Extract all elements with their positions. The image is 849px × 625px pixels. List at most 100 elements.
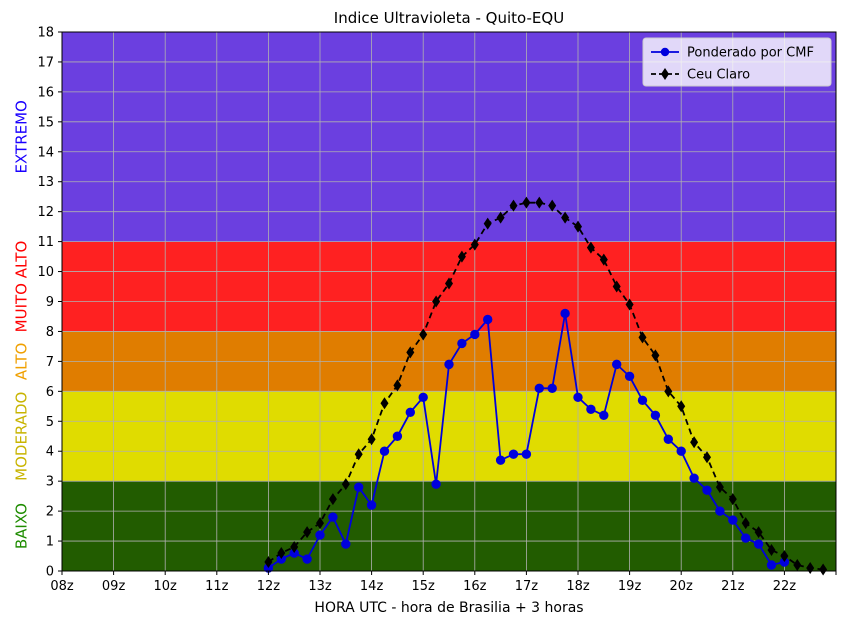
data-point	[638, 331, 647, 344]
data-point	[689, 473, 699, 483]
data-point	[354, 482, 364, 492]
data-point	[612, 359, 622, 370]
y-tick-label: 2	[46, 505, 54, 520]
x-tick-label: 17z	[515, 579, 539, 594]
y-tick-label: 18	[37, 26, 54, 41]
data-point	[560, 308, 570, 319]
data-point	[767, 544, 776, 557]
x-tick-label: 08z	[50, 579, 74, 594]
data-point	[431, 479, 441, 489]
data-point	[548, 199, 557, 212]
legend-label: Ceu Claro	[687, 68, 750, 83]
data-point	[405, 407, 415, 417]
data-point	[393, 379, 402, 392]
data-point	[650, 410, 661, 420]
legend-box	[642, 37, 832, 87]
data-point	[483, 314, 493, 325]
data-point	[676, 446, 686, 456]
y-tick-label: 4	[46, 445, 54, 460]
y-tick-label: 1	[46, 535, 54, 550]
data-point	[651, 349, 660, 362]
data-point	[366, 500, 377, 510]
data-point	[315, 530, 325, 540]
band-label: ALTO	[13, 343, 31, 381]
data-point	[418, 392, 428, 403]
data-point	[819, 563, 828, 576]
data-point	[522, 196, 531, 209]
data-point	[741, 517, 750, 530]
y-tick-label: 5	[46, 415, 54, 430]
data-point	[277, 547, 286, 560]
y-tick-label: 13	[37, 175, 54, 190]
x-tick-label: 19z	[618, 579, 642, 594]
data-point	[637, 395, 648, 406]
band-label: MUITO ALTO	[13, 241, 31, 333]
y-tick-label: 10	[37, 265, 54, 280]
x-tick-label: 12z	[257, 579, 281, 594]
data-point	[703, 451, 711, 464]
data-point	[457, 250, 466, 263]
band-label: BAIXO	[13, 503, 31, 549]
data-point	[663, 434, 673, 444]
x-tick-label: 16z	[463, 579, 487, 594]
data-point	[328, 512, 338, 522]
data-point	[534, 383, 544, 394]
uv-bands	[62, 32, 836, 571]
data-point	[728, 493, 737, 506]
data-point	[264, 556, 273, 569]
y-tick-label: 6	[46, 385, 54, 400]
x-tick-label: 15z	[412, 579, 436, 594]
x-tick-label: 18z	[566, 579, 590, 594]
data-point	[690, 436, 699, 449]
legend-marker	[660, 47, 670, 57]
y-tick-label: 9	[46, 295, 54, 310]
y-tick-label: 8	[46, 325, 54, 340]
data-point	[793, 559, 802, 572]
y-tick-label: 11	[37, 235, 54, 250]
data-point	[509, 199, 518, 212]
x-tick-label: 21z	[721, 579, 745, 594]
data-point	[495, 455, 506, 465]
band-baixo	[62, 481, 836, 571]
x-tick-label: 10z	[154, 579, 178, 594]
y-tick-label: 7	[46, 355, 54, 370]
data-point	[754, 526, 763, 539]
grid-lines	[61, 31, 837, 572]
data-point	[521, 449, 532, 459]
y-tick-label: 0	[46, 565, 54, 580]
data-point	[341, 478, 350, 491]
data-point	[677, 400, 686, 413]
x-tick-label: 09z	[102, 579, 126, 594]
data-point	[664, 385, 673, 398]
data-point	[586, 241, 595, 254]
data-point	[728, 515, 738, 525]
data-point	[290, 541, 299, 554]
legend-label: Ponderado por CMF	[687, 46, 814, 61]
data-point	[470, 238, 479, 251]
data-point	[780, 550, 789, 563]
y-tick-label: 16	[37, 85, 54, 100]
y-tick-label: 15	[37, 115, 54, 130]
data-point	[573, 392, 583, 403]
data-point	[599, 253, 608, 266]
data-point	[470, 329, 480, 340]
data-point	[561, 211, 570, 224]
x-tick-label: 11z	[205, 579, 229, 594]
data-point	[625, 298, 634, 311]
data-point	[380, 397, 389, 410]
data-point	[302, 554, 312, 564]
data-point	[444, 359, 454, 370]
y-tick-label: 12	[37, 205, 54, 220]
data-point	[547, 383, 557, 394]
data-point	[599, 410, 609, 420]
x-tick-label: 14z	[360, 579, 384, 594]
band-moderado	[62, 391, 836, 482]
data-point	[702, 485, 712, 495]
y-tick-label: 3	[46, 475, 54, 490]
data-point	[379, 446, 390, 456]
series-layer	[263, 196, 828, 576]
x-axis-label: HORA UTC - hora de Brasilia + 3 horas	[314, 600, 583, 616]
data-point	[457, 338, 467, 349]
data-point	[535, 196, 544, 209]
